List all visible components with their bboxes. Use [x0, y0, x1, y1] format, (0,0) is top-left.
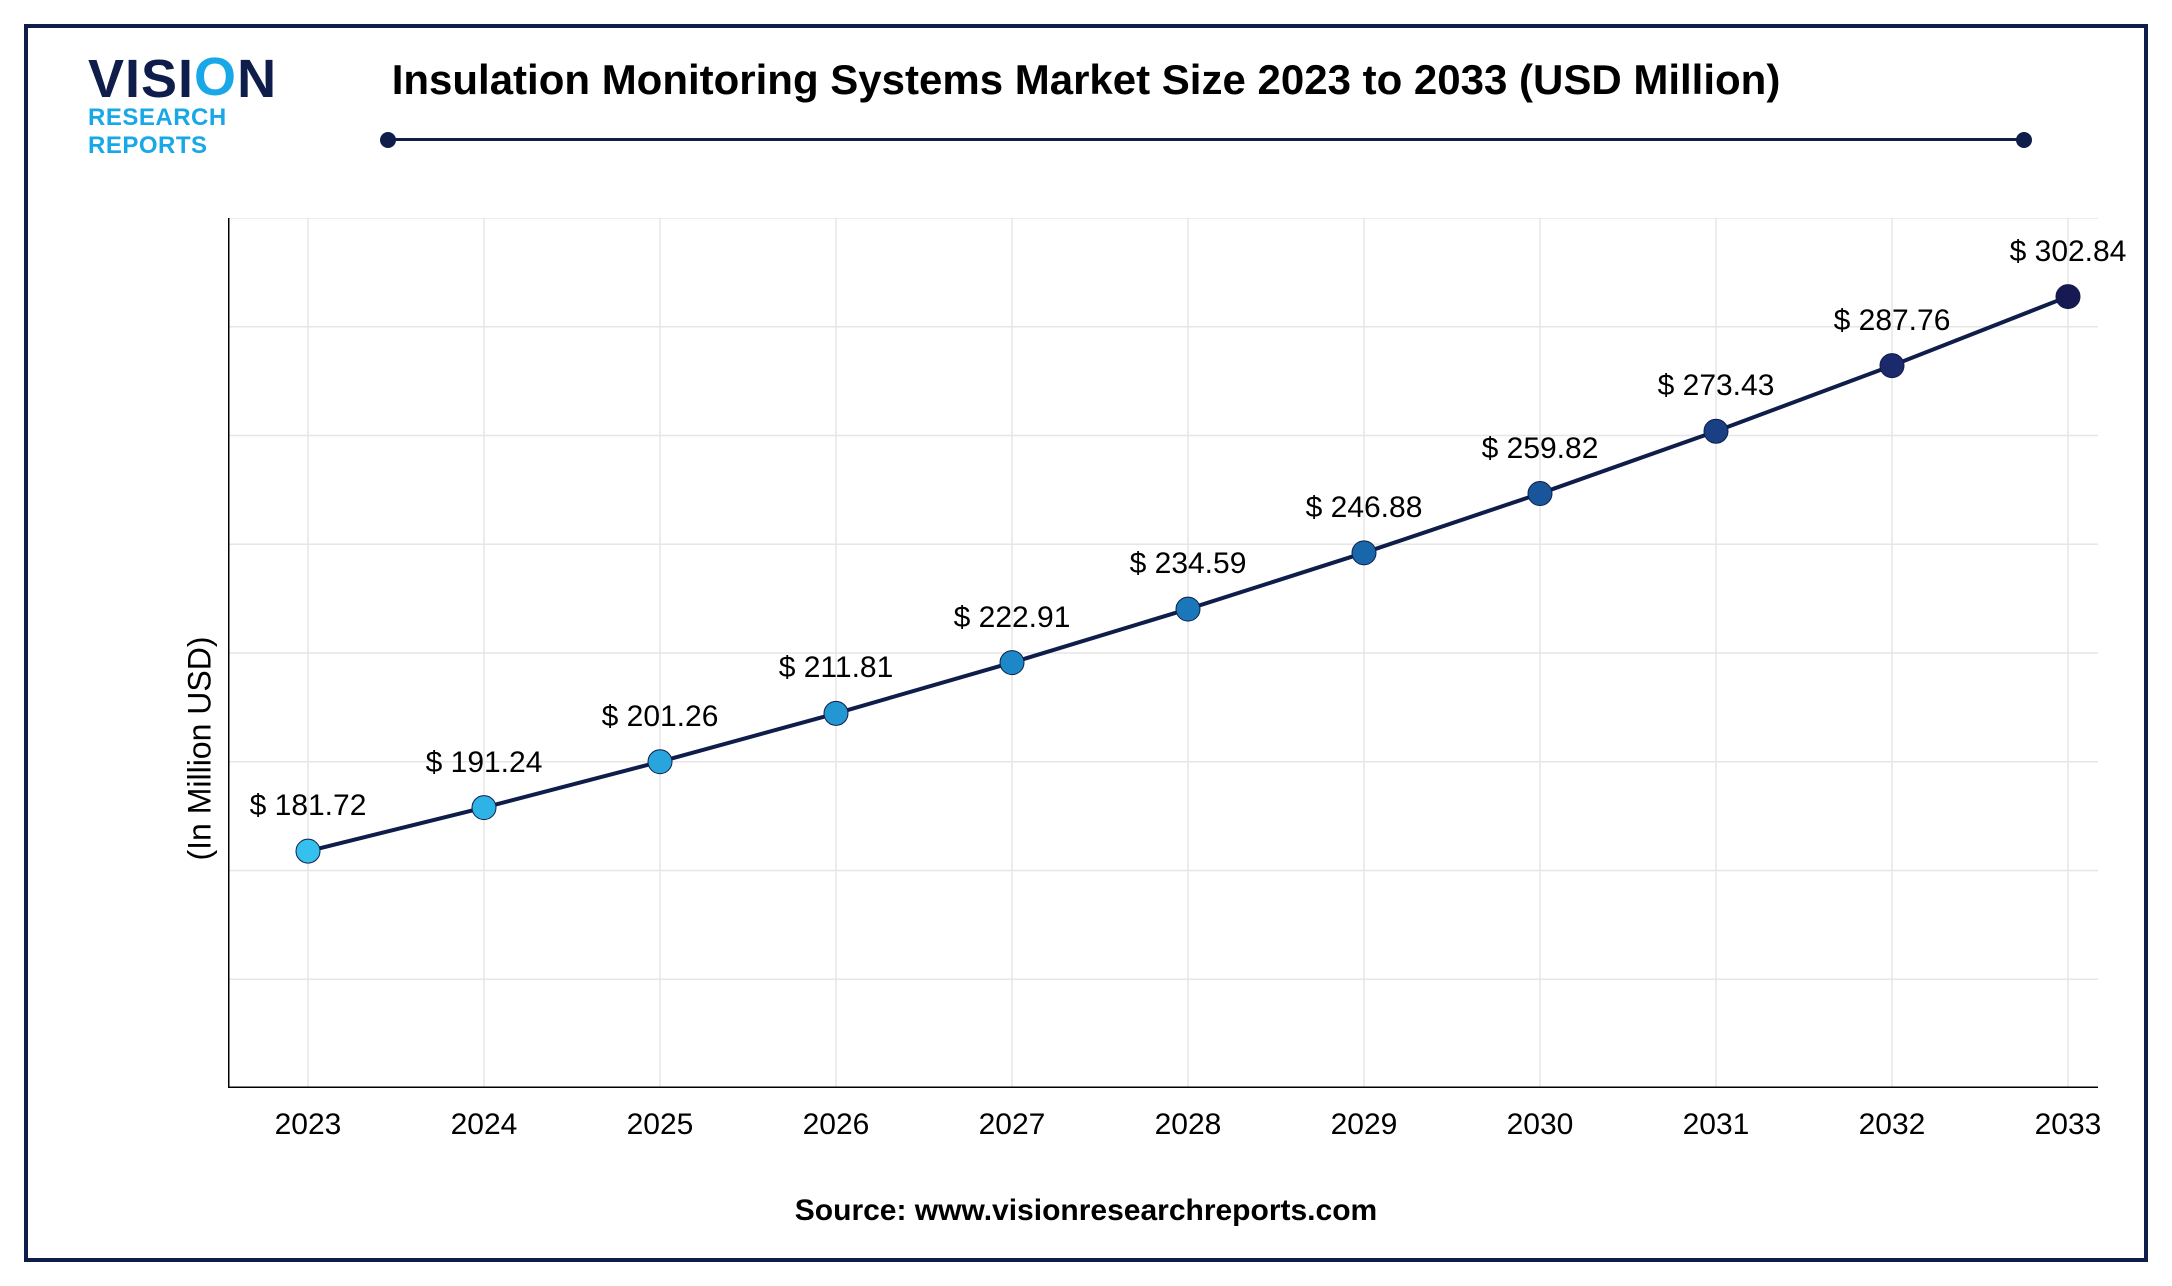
- x-axis-tick-label: 2025: [627, 1108, 694, 1142]
- data-point-label: $ 273.43: [1658, 369, 1775, 403]
- data-point-label: $ 201.26: [602, 700, 719, 734]
- y-axis-label-text: (In Million USD): [182, 636, 219, 860]
- x-axis-tick-label: 2033: [2035, 1108, 2102, 1142]
- x-axis-tick-label: 2030: [1507, 1108, 1574, 1142]
- x-axis-tick-label: 2026: [803, 1108, 870, 1142]
- x-axis-tick-label: 2028: [1155, 1108, 1222, 1142]
- x-axis-tick-label: 2023: [275, 1108, 342, 1142]
- data-point-label: $ 287.76: [1834, 304, 1951, 338]
- data-point-label: $ 302.84: [2010, 235, 2127, 269]
- x-axis-labels: 2023 2024 2025 2026 2027 2028 2029 2030 2031 2032…: [228, 1108, 2098, 1158]
- x-axis-tick-label: 2031: [1683, 1108, 1750, 1142]
- data-point-label: $ 181.72: [250, 789, 367, 823]
- logo-subtitle: RESEARCH REPORTS: [88, 104, 348, 160]
- x-axis-tick-label: 2027: [979, 1108, 1046, 1142]
- title-underline: [388, 138, 2024, 141]
- x-axis-tick-label: 2024: [451, 1108, 518, 1142]
- chart-frame: VISION RESEARCH REPORTS Insulation Monit…: [24, 24, 2148, 1262]
- data-point-label: $ 234.59: [1130, 547, 1247, 581]
- x-axis-tick-label: 2029: [1331, 1108, 1398, 1142]
- data-point-label: $ 246.88: [1306, 491, 1423, 525]
- plot-area: $ 181.72 $ 191.24 $ 201.26 $ 211.81 $ 222.91…: [228, 218, 2098, 1088]
- chart-title: Insulation Monitoring Systems Market Siz…: [28, 56, 2144, 104]
- x-axis-tick-label: 2032: [1859, 1108, 1926, 1142]
- data-point-label: $ 222.91: [954, 601, 1071, 635]
- data-point-label: $ 211.81: [779, 651, 894, 685]
- source-citation: Source: www.visionresearchreports.com: [28, 1194, 2144, 1228]
- data-point-label: $ 259.82: [1482, 432, 1599, 466]
- data-point-label: $ 191.24: [426, 746, 543, 780]
- line-chart-svg: [228, 218, 2098, 1088]
